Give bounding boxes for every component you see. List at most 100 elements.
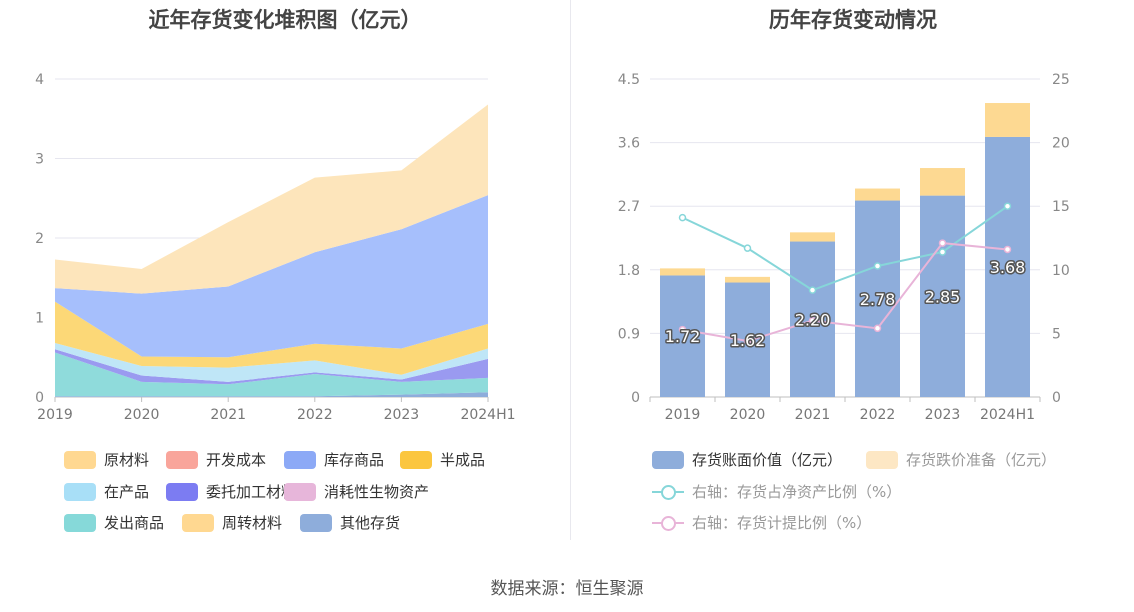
x-tick-label: 2022 <box>860 407 896 423</box>
area-其他存货 <box>55 392 488 397</box>
legend-item[interactable]: 在产品 <box>64 481 149 502</box>
legend-swatch <box>284 450 316 469</box>
y-right-tick-label: 25 <box>1052 72 1070 88</box>
bar-value-label: 2.20 <box>795 310 831 329</box>
x-tick-label: 2020 <box>124 407 160 423</box>
legend-swatch <box>166 450 198 469</box>
legend-item[interactable]: 库存商品 <box>284 449 384 470</box>
y-right-tick-label: 5 <box>1052 326 1061 342</box>
area-委托加工材料 <box>55 349 488 385</box>
line-point <box>678 213 687 222</box>
legend-item[interactable]: 右轴：存货占净资产比例（%） <box>652 481 901 502</box>
legend-swatch <box>64 482 96 501</box>
legend-label: 半成品 <box>440 451 486 469</box>
line-point <box>938 239 947 247</box>
legend-label: 周转材料 <box>222 514 283 532</box>
bar-book-value <box>985 136 1030 398</box>
legend-swatch <box>182 513 214 532</box>
bar-book-value <box>855 200 900 397</box>
legend-marker <box>652 483 684 501</box>
bar-value-label: 2.85 <box>925 287 961 306</box>
stacked-area-chart: 0 1 2 3 4 2019 2020 2021 2022 2023 2024H1 <box>35 72 515 423</box>
legend-label: 存货账面价值（亿元） <box>692 451 843 469</box>
x-tick-label: 2020 <box>730 407 766 423</box>
y-right-tick-label: 15 <box>1052 199 1070 215</box>
legend-item[interactable]: 发出商品 <box>64 512 164 533</box>
y-left-tick-label: 1.8 <box>618 263 640 279</box>
legend-label: 其他存货 <box>340 514 401 532</box>
line-point <box>938 248 947 256</box>
line-point <box>743 337 752 345</box>
y-right-tick-label: 0 <box>1052 390 1061 406</box>
y-tick-label: 0 <box>35 390 44 406</box>
y-tick-label: 2 <box>35 231 44 247</box>
legend-swatch <box>284 482 316 501</box>
line-point <box>873 262 882 270</box>
area-在产品 <box>55 342 488 382</box>
bar-value-label: 1.62 <box>730 331 766 350</box>
legend-item[interactable]: 存货账面价值（亿元） <box>652 449 842 470</box>
legend-label: 库存商品 <box>324 451 385 469</box>
x-tick-label: 2021 <box>210 407 246 423</box>
left-chart-title: 近年存货变化堆积图（亿元） <box>148 8 422 32</box>
bar-impairment-reserve <box>855 188 900 201</box>
y-left-tick-label: 0 <box>631 390 640 406</box>
legend-item[interactable]: 半成品 <box>400 449 485 470</box>
y-tick-label: 1 <box>35 311 44 327</box>
legend-swatch <box>166 482 198 501</box>
legend-item[interactable]: 原材料 <box>64 449 149 470</box>
y-tick-label: 4 <box>35 72 44 88</box>
bar-impairment-reserve <box>790 232 835 242</box>
data-source-note: 数据来源：恒生聚源 <box>490 579 644 599</box>
legend-item[interactable]: 其他存货 <box>300 512 400 533</box>
legend-label: 委托加工材料 <box>206 483 297 501</box>
bar-value-label: 1.72 <box>665 327 701 346</box>
y-left-tick-label: 2.7 <box>618 199 640 215</box>
bar-impairment-reserve <box>660 268 705 276</box>
right-chart-title: 历年存货变动情况 <box>769 8 937 32</box>
y-right-tick-label: 20 <box>1052 136 1070 152</box>
y-tick-label: 3 <box>35 152 44 168</box>
line-point <box>808 316 817 325</box>
line-point <box>1003 245 1012 254</box>
legend-swatch <box>64 513 96 532</box>
area-发出商品 <box>55 352 488 397</box>
legend-item[interactable]: 存货跌价准备（亿元） <box>866 449 1056 470</box>
legend-label: 在产品 <box>104 483 150 501</box>
legend-marker <box>652 514 684 532</box>
legend-label: 原材料 <box>104 451 150 469</box>
area-库存商品 <box>55 195 488 358</box>
x-tick-label: 2024H1 <box>460 407 515 423</box>
legend-swatch <box>64 450 96 469</box>
legend-swatch <box>400 450 432 469</box>
legend-label: 发出商品 <box>104 514 165 532</box>
legend-label: 右轴：存货占净资产比例（%） <box>692 483 902 501</box>
panel-divider <box>570 0 571 540</box>
x-tick-label: 2023 <box>384 407 420 423</box>
bar-book-value <box>660 275 705 397</box>
line-point <box>678 325 687 334</box>
x-tick-label: 2022 <box>297 407 333 423</box>
bar-line-chart: 0 0.9 1.8 2.7 3.6 4.5 0 5 10 15 20 25 2019 2020 2021 20… <box>618 72 1070 423</box>
legend-item[interactable]: 右轴：存货计提比例（%） <box>652 512 871 533</box>
x-tick-label: 2023 <box>925 407 961 423</box>
y-left-tick-label: 4.5 <box>618 72 640 88</box>
legend-item[interactable]: 开发成本 <box>166 449 266 470</box>
x-tick-label: 2021 <box>795 407 831 423</box>
legend-label: 右轴：存货计提比例（%） <box>692 514 872 532</box>
y-left-tick-label: 0.9 <box>618 326 640 342</box>
legend-item[interactable]: 委托加工材料 <box>166 481 296 502</box>
legend-marker <box>866 450 898 469</box>
legend-item[interactable]: 消耗性生物资产 <box>284 481 429 502</box>
bar-book-value <box>920 195 965 397</box>
line-point <box>873 324 882 333</box>
bar-impairment-reserve <box>985 103 1030 137</box>
line-point <box>743 244 752 252</box>
x-tick-label: 2024H1 <box>980 407 1035 423</box>
x-tick-label: 2019 <box>665 407 701 423</box>
bar-value-label: 3.68 <box>990 258 1026 277</box>
line-series-2 <box>682 242 1008 343</box>
legend-item[interactable]: 周转材料 <box>182 512 282 533</box>
area-半成品 <box>55 301 488 375</box>
bar-impairment-reserve <box>725 276 770 283</box>
